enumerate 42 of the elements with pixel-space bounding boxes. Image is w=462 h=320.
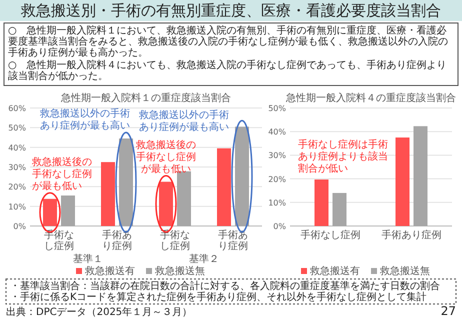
y-tick-label: 40% — [268, 128, 286, 137]
annotation: 救急搬送以外の手術あり症例が最も高い — [138, 109, 229, 133]
chart-title: 急性期一般入院料１の重症度該当割合 — [60, 92, 231, 104]
bar — [101, 162, 115, 226]
y-tick-label: 10% — [268, 198, 286, 208]
text: ・基準該当割合：当該群の在院日数の合計に対する、各入院料の重症度基準を満たす日数の割合 — [10, 280, 440, 292]
bar — [217, 148, 231, 226]
y-tick-label: 20% — [8, 182, 26, 192]
y-tick-label: 40% — [8, 143, 26, 152]
chart-title: 急性期一般入院料４の重症度該当割合 — [285, 92, 456, 104]
legend-label: 救急搬送無 — [379, 265, 430, 277]
y-tick-label: 30% — [268, 151, 286, 160]
text: 基準１ — [73, 253, 103, 265]
legend-label: 救急搬送有 — [84, 265, 135, 277]
annotation: 手術なし症例は手術あり症例よりも該当割合が低い — [298, 138, 388, 175]
bar — [414, 126, 428, 226]
text: 27 — [440, 304, 456, 318]
legend-label: 救急搬送有 — [309, 265, 360, 277]
text: 基準２ — [189, 253, 219, 265]
y-tick-label: 50% — [8, 124, 26, 133]
text: ○ 急性期一般入院料４においても、救急搬送入院の手術なし症例であっても、手術あり症例より該当割合が低かった。 — [8, 59, 447, 82]
bar — [332, 192, 346, 226]
y-tick-label: 0% — [13, 222, 26, 231]
bar — [61, 196, 75, 226]
annotation: 救急搬送後の手術なし症例が最も低い — [135, 138, 196, 175]
y-tick-label: 60% — [8, 104, 26, 113]
legend-label: 救急搬送無 — [154, 265, 205, 277]
text: ・手術に係るKコードを算定された症例を手術あり症例、それ以外を手術なし症例として集計 — [10, 291, 427, 303]
y-tick-label: 0% — [273, 222, 286, 231]
text: 救急搬送別・手術の有無別重症度、医療・看護必要度該当割合 — [20, 2, 441, 20]
x-tick-label: 手術あり症例 — [382, 229, 442, 241]
annotation: 救急搬送以外の手術あり症例が最も高い — [39, 107, 130, 132]
x-tick-label: 手術なし症例 — [300, 229, 360, 241]
source-note: 出典：DPCデータ（2025年１月～３月） — [6, 306, 192, 318]
annotation: 救急搬送後の手術なし症例が最も低い — [31, 156, 92, 192]
y-tick-label: 20% — [268, 174, 286, 184]
y-tick-label: 10% — [8, 202, 26, 212]
y-tick-label: 30% — [8, 163, 26, 172]
text: ○ 急性期一般入院料１において、救急搬送入院の有無別、手術の有無別に重症度、医療・看護必要度基準該当割合をみると、救急搬送後の入院の手術なし症例が最も低く、救急搬送以外の入院の手術あり症例が最も高かった。 — [8, 24, 448, 58]
bar — [314, 180, 328, 226]
bar — [396, 138, 410, 226]
y-tick-label: 50% — [268, 104, 286, 113]
